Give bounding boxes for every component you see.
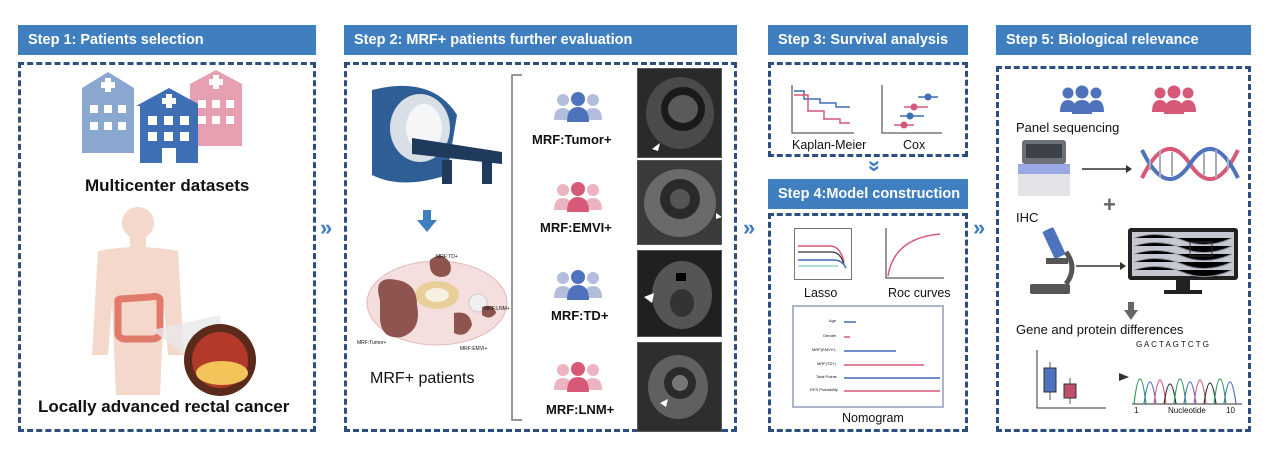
hospitals-icon bbox=[82, 70, 242, 163]
dna-icon bbox=[1140, 146, 1240, 182]
nomogram-panel: Age Gender MRF(EMVI+) MRF(TD+) Total Poi… bbox=[792, 305, 944, 408]
lasso-plot bbox=[794, 228, 852, 280]
ihc-label: IHC bbox=[1016, 210, 1039, 225]
group-label-tumor: MRF:Tumor+ bbox=[532, 132, 612, 147]
step5-box bbox=[996, 66, 1251, 432]
tumor-label-emvi: MRF:EMVI+ bbox=[460, 346, 488, 352]
people-icon-tumor bbox=[554, 92, 602, 122]
km-label: Kaplan-Meier bbox=[792, 138, 867, 152]
step2-header: Step 2: MRF+ patients further evaluation bbox=[344, 25, 737, 55]
nomogram-row-gender: Gender bbox=[823, 333, 837, 338]
mrf-patients-label: MRF+ patients bbox=[370, 370, 475, 387]
down-arrow-5-icon bbox=[1124, 302, 1138, 320]
nomogram-label: Nomogram bbox=[842, 411, 904, 425]
step3-header: Step 3: Survival analysis bbox=[768, 25, 968, 55]
multicenter-label: Multicenter datasets bbox=[85, 176, 250, 195]
axis-end: 10 bbox=[1226, 406, 1235, 415]
boxplot-icon bbox=[1036, 350, 1106, 409]
roc-curve-plot bbox=[885, 228, 944, 279]
tumor-label-tumor: MRF:Tumor+ bbox=[357, 340, 387, 346]
nomogram-row-total: Total Points bbox=[816, 374, 837, 379]
step5-header: Step 5: Biological relevance bbox=[996, 25, 1251, 55]
people-icon-td bbox=[554, 270, 602, 300]
cox-label: Cox bbox=[903, 138, 926, 152]
axis-start: 1 bbox=[1134, 406, 1139, 415]
nomogram-row-age: Age bbox=[829, 318, 837, 323]
kaplan-meier-plot bbox=[791, 85, 854, 134]
arrow-step2-3-icon: » bbox=[743, 215, 756, 240]
arrow-step4-5-icon: » bbox=[973, 215, 986, 240]
mri-image-emvi bbox=[637, 160, 722, 245]
tumor-label-td: MRF:TD+ bbox=[436, 254, 458, 260]
chromatogram-panel: G A C T A G T C T G 1 Nucleotide 10 bbox=[1132, 338, 1242, 416]
people-icon-emvi bbox=[554, 182, 602, 212]
axis-label: Nucleotide bbox=[1168, 406, 1206, 415]
down-arrow-icon bbox=[417, 210, 437, 232]
mri-scanner-icon bbox=[372, 85, 502, 184]
group-label-td: MRF:TD+ bbox=[551, 308, 609, 323]
sequencer-icon bbox=[1018, 140, 1070, 196]
plus-sign: + bbox=[1103, 192, 1116, 217]
bracket-icon bbox=[511, 74, 522, 421]
sequence-label: G A C T A G T C T G bbox=[1136, 340, 1209, 349]
arrow-step3-4-icon: » bbox=[863, 159, 889, 167]
tumor-illustration bbox=[366, 255, 508, 346]
mri-image-tumor bbox=[637, 68, 722, 158]
group-label-emvi: MRF:EMVI+ bbox=[540, 220, 612, 235]
right-arrow-3-icon bbox=[1119, 373, 1129, 381]
right-arrow-2-icon bbox=[1076, 262, 1126, 270]
nomogram-row-dfs: DFS Probability bbox=[810, 387, 838, 392]
cox-forest-plot bbox=[881, 85, 942, 134]
group-label-lnm: MRF:LNM+ bbox=[546, 402, 615, 417]
roc-label: Roc curves bbox=[888, 286, 951, 300]
lar-cancer-label: Locally advanced rectal cancer bbox=[38, 397, 290, 416]
people-icon-blue-5 bbox=[1060, 85, 1104, 114]
nomogram-row-emvi: MRF(EMVI+) bbox=[812, 347, 836, 352]
people-icon-lnm bbox=[554, 362, 602, 392]
tumor-label-lnm: MRF:LNM+ bbox=[484, 306, 510, 312]
right-arrow-1-icon bbox=[1082, 165, 1132, 173]
mri-image-lnm bbox=[637, 342, 722, 432]
gene-protein-label: Gene and protein differences bbox=[1016, 322, 1184, 337]
step1-box bbox=[18, 62, 316, 432]
step4-box bbox=[768, 213, 968, 432]
monitor-icon bbox=[1128, 228, 1238, 294]
microscope-icon bbox=[1030, 227, 1075, 294]
step2-box bbox=[344, 62, 737, 432]
nomogram-row-td: MRF(TD+) bbox=[817, 361, 836, 366]
step4-header: Step 4:Model construction bbox=[768, 179, 968, 209]
arrow-step1-2-icon: » bbox=[320, 215, 333, 240]
people-icon-pink-5 bbox=[1152, 85, 1196, 114]
panel-seq-label: Panel sequencing bbox=[1016, 120, 1120, 135]
step1-header: Step 1: Patients selection bbox=[18, 25, 316, 55]
step3-box bbox=[768, 62, 968, 157]
lasso-label: Lasso bbox=[804, 286, 838, 300]
mri-image-td bbox=[637, 250, 722, 337]
body-colon-icon bbox=[92, 207, 256, 396]
